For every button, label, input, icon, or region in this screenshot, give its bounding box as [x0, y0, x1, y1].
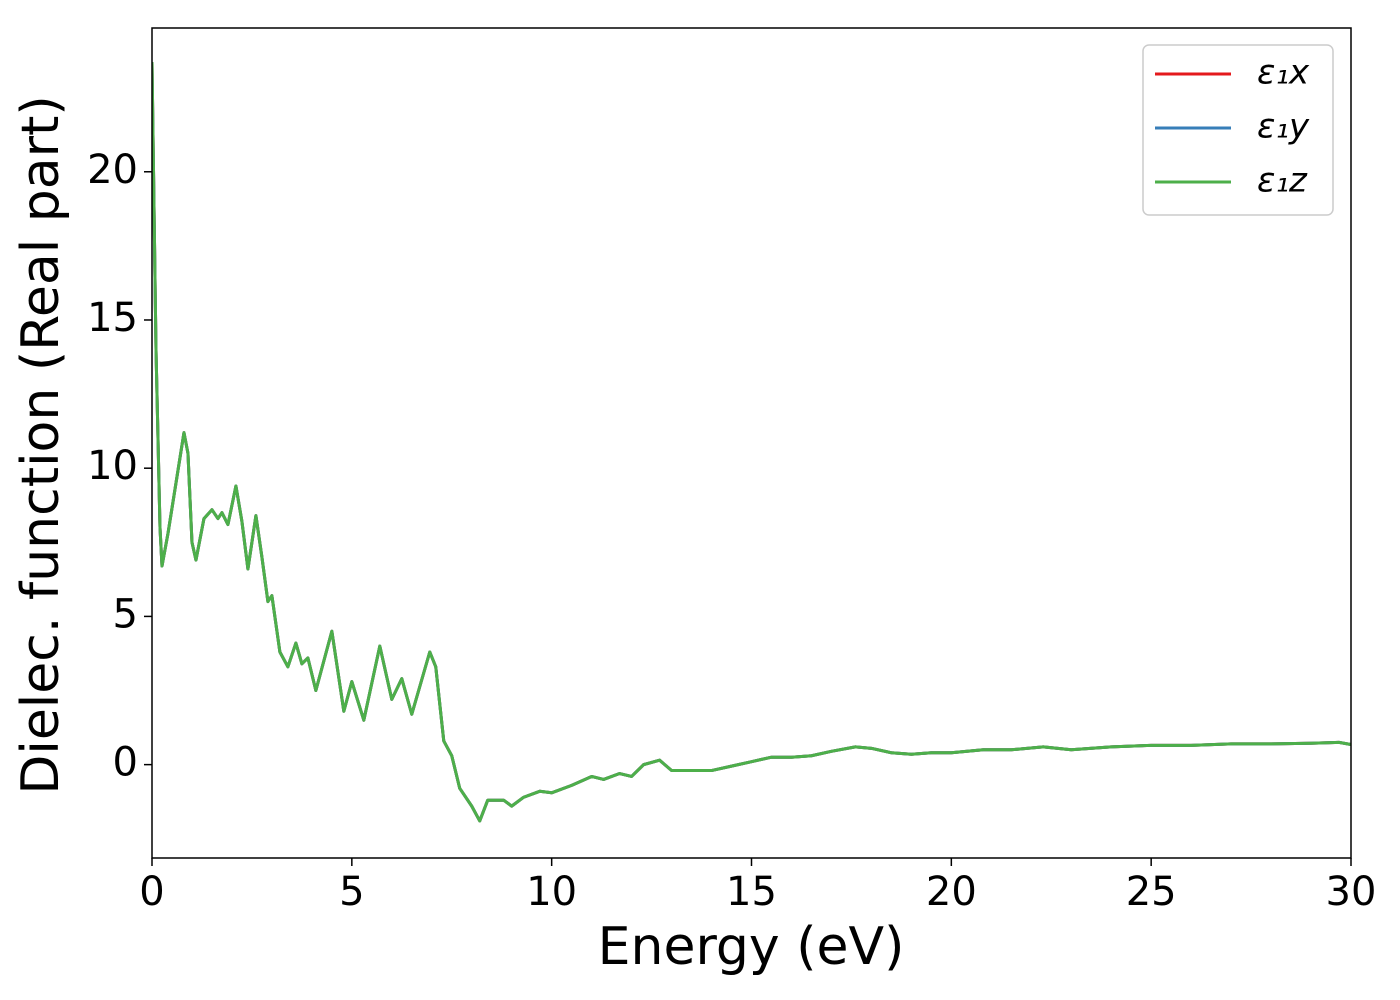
y-tick-label: 20: [87, 147, 138, 193]
x-tick-label: 30: [1326, 869, 1377, 915]
series-line: [152, 62, 1351, 823]
y-tick-label: 0: [113, 740, 138, 786]
y-tick-label: 15: [87, 295, 138, 341]
x-tick-label: 20: [926, 869, 977, 915]
x-tick-label: 5: [339, 869, 364, 915]
legend-label: ε₁x: [1257, 53, 1310, 93]
x-tick-label: 15: [726, 869, 777, 915]
x-axis-label: Energy (eV): [598, 917, 905, 977]
y-axis-label: Dielec. function (Real part): [11, 95, 71, 794]
plot-frame: [151, 27, 1352, 859]
legend-label: ε₁z: [1257, 161, 1308, 201]
legend-label: ε₁y: [1257, 107, 1310, 147]
x-tick-label: 25: [1126, 869, 1177, 915]
x-tick-label: 0: [139, 869, 164, 915]
y-tick-label: 10: [87, 443, 138, 489]
x-tick-label: 10: [526, 869, 577, 915]
y-tick-label: 5: [113, 591, 138, 637]
legend-box: [1142, 44, 1334, 216]
